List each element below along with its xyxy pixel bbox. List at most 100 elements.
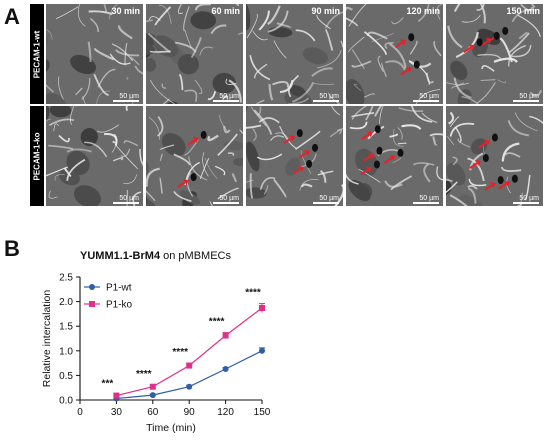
scale-bar	[113, 100, 139, 102]
melanoma-cell	[311, 143, 318, 152]
data-point	[186, 383, 193, 390]
x-axis-label: Time (min)	[146, 422, 196, 434]
micrograph-image	[346, 106, 443, 202]
scale-label: 50 µm	[319, 93, 339, 100]
significance-marker: ***	[102, 379, 114, 390]
micrograph-image	[446, 4, 543, 104]
red-arrow-icon	[283, 135, 295, 144]
melanoma-cell	[306, 159, 313, 168]
panel-a-letter: A	[4, 4, 20, 29]
melanoma-cell	[497, 176, 504, 185]
scale-bar	[213, 100, 239, 102]
micrograph-tile: 50 µm	[446, 106, 543, 206]
red-arrow-icon	[463, 44, 475, 54]
red-arrow-icon	[400, 66, 412, 76]
intercalation-chart: YUMM1.1-BrM4 on pMBMECs 0.0 0.5 1.0 1.5 2.0 2.…	[41, 250, 271, 434]
scale-bar	[413, 100, 439, 102]
time-label: 30 min	[111, 6, 140, 16]
red-arrow-icon	[187, 136, 199, 146]
time-label: 120 min	[406, 6, 440, 16]
melanoma-cell	[491, 133, 498, 142]
x-tick-label: 30	[111, 407, 123, 418]
red-arrow-icon	[478, 139, 490, 149]
red-arrow-icon	[360, 166, 372, 176]
red-arrow-icon	[361, 131, 373, 140]
chart-title-rest: on pMBMECs	[160, 250, 231, 262]
micrograph-image	[246, 106, 343, 206]
melanoma-cell	[476, 38, 483, 47]
scale-label: 50 µm	[119, 195, 139, 202]
melanoma-cell	[502, 26, 509, 35]
red-arrow-icon	[484, 182, 496, 191]
melanoma-cell	[511, 174, 518, 183]
scale-label: 50 µm	[119, 93, 139, 100]
melanoma-cell	[493, 31, 500, 40]
scale-bar	[113, 202, 139, 204]
micrograph-tile: 50 µm	[346, 106, 443, 206]
legend-label: P1-ko	[106, 300, 133, 311]
x-tick-label: 150	[254, 407, 271, 418]
time-label: 150 min	[506, 6, 540, 16]
legend-marker	[89, 284, 95, 290]
melanoma-cell	[413, 60, 420, 69]
panel-b-letter: B	[4, 236, 20, 261]
red-arrow-icon	[292, 165, 305, 175]
x-tick-label: 120	[217, 407, 234, 418]
x-tick-label: 0	[77, 407, 83, 418]
micrograph-image	[246, 4, 343, 104]
row-label-text: PECAM-1-ko	[32, 131, 42, 181]
red-arrow-icon	[480, 37, 492, 47]
melanoma-cell	[373, 160, 380, 169]
significance-marker: ****	[245, 288, 261, 299]
scale-label: 50 µm	[519, 93, 539, 100]
melanoma-cell	[482, 154, 489, 163]
micrograph-tile: 50 µm	[246, 106, 343, 206]
micrograph-tile: 90 min 50 µm	[246, 4, 343, 104]
micrograph-image	[46, 106, 143, 206]
micrograph-image	[146, 4, 243, 104]
micrograph-tile: 120 min 50 µm	[346, 4, 443, 104]
y-tick-label: 1.0	[59, 346, 73, 357]
red-arrow-icon	[298, 149, 310, 159]
y-tick-label: 1.5	[59, 322, 73, 333]
time-label: 90 min	[311, 6, 340, 16]
melanoma-cell	[408, 33, 415, 42]
micrograph-tile: 60 min 50 µm	[146, 4, 243, 104]
scale-bar	[213, 202, 239, 204]
chart-title-bold: YUMM1.1-BrM4	[80, 250, 161, 262]
data-point	[186, 362, 193, 369]
significance-marker: ****	[209, 317, 225, 328]
scale-label: 50 µm	[419, 195, 439, 202]
melanoma-cell	[190, 173, 197, 182]
data-point	[149, 392, 156, 399]
red-arrow-icon	[383, 154, 396, 164]
micrograph-tile: 30 min 50 µm	[46, 4, 143, 104]
legend-marker	[89, 301, 95, 307]
scale-bar	[513, 202, 539, 204]
series-line	[116, 307, 263, 397]
chart-title: YUMM1.1-BrM4 on pMBMECs	[80, 250, 231, 262]
melanoma-cell	[200, 130, 207, 139]
red-arrow-icon	[498, 180, 510, 190]
row-label-text: PECAM-1-wt	[32, 30, 42, 78]
x-tick-label: 90	[184, 407, 196, 418]
scale-bar	[413, 202, 439, 204]
scale-bar	[513, 100, 539, 102]
micrograph-image	[346, 4, 443, 104]
data-point	[222, 366, 229, 373]
scale-bar	[313, 202, 339, 204]
melanoma-cell	[397, 148, 404, 157]
micrograph-tile: 50 µm	[46, 106, 143, 206]
scale-label: 50 µm	[219, 195, 239, 202]
data-point	[113, 392, 120, 399]
significance-marker: ****	[172, 347, 188, 358]
y-tick-label: 2.5	[59, 273, 73, 284]
y-tick-label: 0.5	[59, 371, 73, 382]
y-tick-label: 2.0	[59, 297, 73, 308]
time-label: 60 min	[211, 6, 240, 16]
data-point	[259, 347, 265, 354]
x-tick-label: 60	[147, 407, 159, 418]
micrograph-tile: 150 min 50 µm	[446, 4, 543, 104]
micrograph-image	[146, 114, 243, 206]
scale-label: 50 µm	[519, 195, 539, 202]
